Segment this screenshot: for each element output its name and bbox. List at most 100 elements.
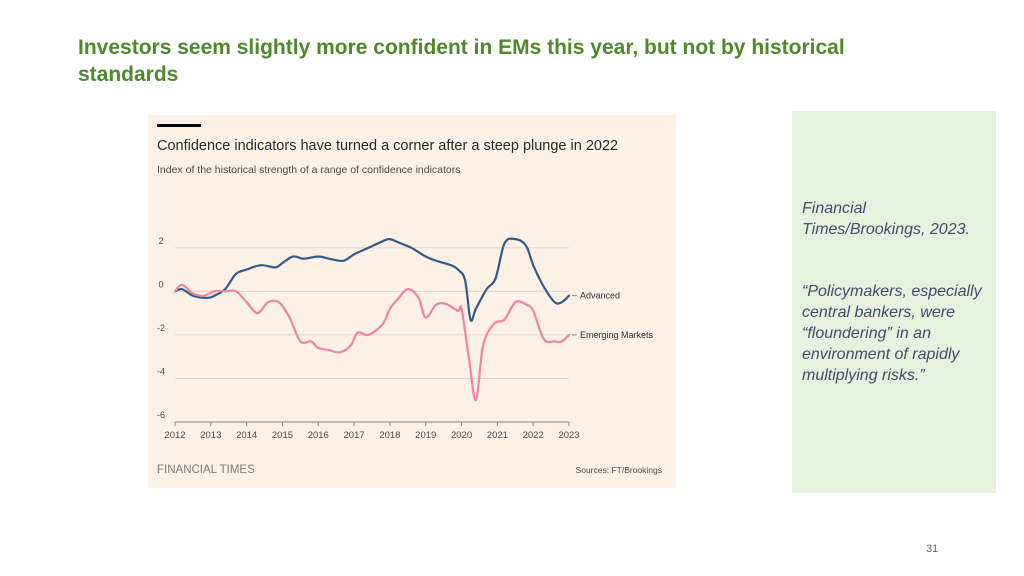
- data-point-emerging-markets: [424, 316, 427, 319]
- data-point-emerging-markets: [256, 312, 259, 314]
- data-point-advanced: [213, 294, 216, 297]
- data-point-emerging-markets: [278, 301, 280, 303]
- y-tick-label: -4: [157, 366, 165, 376]
- data-point-emerging-markets: [467, 355, 470, 358]
- data-point-emerging-markets: [202, 294, 205, 297]
- data-point-emerging-markets: [561, 340, 563, 343]
- data-point-emerging-markets: [396, 299, 398, 301]
- data-point-emerging-markets: [349, 345, 352, 347]
- data-point-emerging-markets: [514, 301, 517, 303]
- data-point-emerging-markets: [288, 316, 291, 319]
- confidence-chart: Confidence indicators have turned a corn…: [157, 124, 662, 476]
- data-point-advanced: [457, 268, 459, 271]
- data-point-advanced: [353, 253, 355, 256]
- data-point-advanced: [181, 288, 183, 290]
- data-point-advanced: [206, 297, 208, 299]
- data-point-emerging-markets: [356, 331, 359, 334]
- chart-subtitle: Index of the historical strength of a ra…: [157, 164, 461, 176]
- sidebar-box: Financial Times/Brookings, 2023. “Policy…: [792, 111, 996, 493]
- data-point-advanced: [543, 286, 545, 288]
- data-point-emerging-markets: [446, 303, 449, 306]
- data-point-advanced: [235, 273, 237, 275]
- x-tick-label: 2016: [308, 430, 329, 441]
- data-point-advanced: [317, 255, 320, 258]
- x-tick-label: 2020: [451, 430, 472, 441]
- data-point-advanced: [561, 301, 563, 303]
- data-point-advanced: [224, 288, 226, 290]
- data-point-advanced: [553, 301, 556, 303]
- data-point-advanced: [469, 318, 472, 321]
- data-point-emerging-markets: [532, 310, 534, 312]
- data-point-advanced: [245, 268, 248, 271]
- data-point-emerging-markets: [367, 334, 370, 336]
- data-point-emerging-markets: [457, 310, 459, 312]
- legend-label-emerging-markets: Emerging Markets: [580, 330, 654, 340]
- x-tick-label: 2017: [344, 430, 365, 441]
- y-tick-label: -6: [157, 410, 165, 420]
- slide-title: Investors seem slightly more confident i…: [78, 36, 845, 86]
- x-tick-label: 2022: [523, 430, 544, 441]
- data-point-advanced: [424, 255, 427, 258]
- data-point-advanced: [503, 242, 506, 245]
- quote-text: “Policymakers, especially central banker…: [802, 283, 982, 384]
- data-point-advanced: [274, 266, 277, 269]
- data-point-emerging-markets: [543, 338, 545, 340]
- data-point-advanced: [410, 247, 413, 249]
- data-point-advanced: [381, 240, 384, 242]
- data-point-emerging-markets: [568, 334, 570, 336]
- data-point-emerging-markets: [435, 303, 438, 306]
- data-point-advanced: [435, 260, 438, 262]
- x-tick-label: 2021: [487, 430, 508, 441]
- x-tick-label: 2014: [236, 430, 257, 441]
- y-tick-label: 0: [158, 279, 163, 289]
- data-point-emerging-markets: [553, 340, 556, 343]
- data-point-emerging-markets: [460, 308, 463, 310]
- y-tick-label: 2: [158, 236, 163, 246]
- data-point-emerging-markets: [482, 345, 484, 347]
- x-tick-label: 2019: [415, 430, 436, 441]
- data-point-advanced: [389, 238, 391, 240]
- data-point-advanced: [494, 277, 497, 280]
- chart-sources: Sources: FT/Brookings: [576, 465, 662, 475]
- x-tick-label: 2018: [379, 430, 400, 441]
- data-point-emerging-markets: [213, 290, 216, 293]
- ft-chart-panel: Confidence indicators have turned a corn…: [148, 115, 676, 488]
- x-tick-label: 2023: [558, 430, 579, 441]
- data-point-emerging-markets: [339, 351, 341, 354]
- data-point-emerging-markets: [407, 288, 409, 290]
- data-point-advanced: [192, 294, 194, 297]
- data-point-advanced: [328, 257, 330, 260]
- data-point-emerging-markets: [310, 340, 312, 343]
- data-point-emerging-markets: [389, 308, 391, 310]
- data-point-advanced: [568, 294, 570, 297]
- data-point-emerging-markets: [235, 290, 237, 293]
- data-point-advanced: [399, 242, 402, 245]
- data-point-advanced: [292, 255, 294, 258]
- data-point-emerging-markets: [224, 290, 226, 293]
- x-tick-label: 2013: [200, 430, 221, 441]
- source-citation: Financial Times/Brookings, 2023.: [802, 200, 970, 238]
- data-point-advanced: [525, 244, 527, 247]
- data-point-advanced: [281, 262, 284, 264]
- data-point-emerging-markets: [174, 290, 176, 293]
- data-point-emerging-markets: [267, 301, 269, 303]
- data-point-advanced: [532, 264, 534, 266]
- ft-brand: FINANCIAL TIMES: [157, 464, 255, 476]
- legend-label-advanced: Advanced: [580, 291, 620, 301]
- data-point-emerging-markets: [317, 347, 320, 349]
- data-point-advanced: [464, 279, 466, 282]
- data-point-emerging-markets: [328, 349, 330, 351]
- chart-title: Confidence indicators have turned a corn…: [157, 138, 618, 154]
- data-point-advanced: [485, 288, 488, 290]
- data-point-emerging-markets: [417, 297, 420, 299]
- data-point-advanced: [342, 260, 345, 262]
- data-point-emerging-markets: [493, 323, 495, 325]
- data-point-emerging-markets: [245, 301, 248, 303]
- x-tick-label: 2015: [272, 430, 293, 441]
- data-point-emerging-markets: [181, 284, 183, 286]
- data-point-emerging-markets: [525, 303, 527, 306]
- data-point-emerging-markets: [299, 340, 302, 343]
- data-point-emerging-markets: [381, 323, 384, 325]
- data-point-emerging-markets: [192, 292, 194, 295]
- data-point-advanced: [475, 308, 477, 310]
